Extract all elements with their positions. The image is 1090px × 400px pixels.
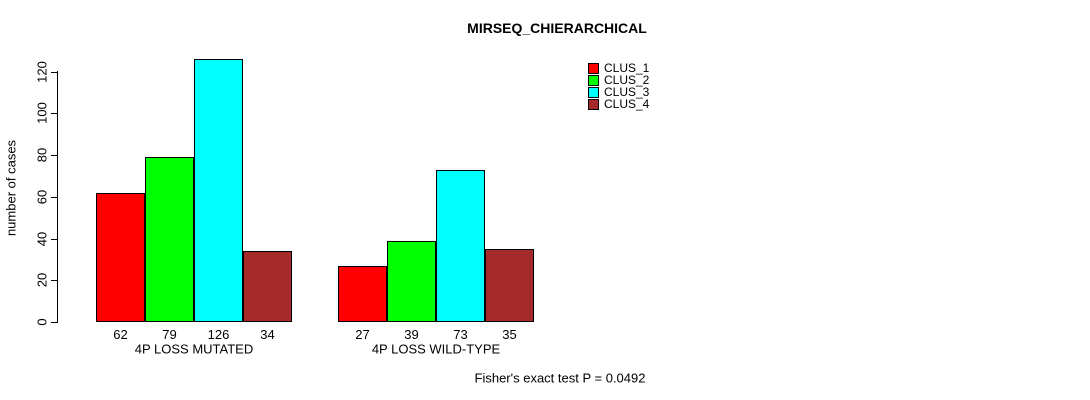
bar-clus_4-group1 <box>243 251 292 322</box>
y-tick-mark <box>51 322 57 323</box>
y-axis-line <box>57 71 58 323</box>
legend-label: CLUS_2 <box>604 72 650 87</box>
chart-title: MIRSEQ_CHIERARCHICAL <box>467 20 647 36</box>
y-tick-mark <box>51 280 57 282</box>
y-tick-label: 20 <box>34 273 50 288</box>
legend-label: CLUS_1 <box>604 60 650 75</box>
y-tick-label: 100 <box>34 102 50 125</box>
bar-value-label: 27 <box>355 327 370 342</box>
bar-clus_1-group2 <box>338 266 387 322</box>
legend-swatch-clus_2 <box>588 74 599 86</box>
legend-label: CLUS_4 <box>604 97 650 112</box>
legend-row-clus_4: CLUS_4 <box>588 97 668 112</box>
bar-clus_2-group1 <box>145 157 194 322</box>
bar-clus_1-group1 <box>96 193 145 322</box>
bar-clus_3-group2 <box>436 170 485 322</box>
footer-caption: Fisher's exact test P = 0.0492 <box>474 370 646 386</box>
bar-value-label: 35 <box>502 327 517 342</box>
bar-clus_2-group2 <box>387 241 436 322</box>
y-axis-title: number of cases <box>3 139 19 237</box>
bar-value-label: 126 <box>207 327 230 342</box>
y-tick-label: 80 <box>34 147 50 163</box>
y-tick-mark <box>51 196 57 198</box>
y-tick-mark <box>51 155 57 156</box>
bar-value-label: 34 <box>260 327 275 342</box>
y-tick-label: 0 <box>34 318 50 326</box>
y-tick-mark <box>51 113 57 115</box>
bar-clus_3-group1 <box>194 59 243 322</box>
legend-row-clus_3: CLUS_3 <box>588 85 668 100</box>
y-tick-label: 60 <box>34 189 50 204</box>
legend-swatch-clus_3 <box>588 87 599 99</box>
y-tick-mark <box>51 71 57 73</box>
legend-row-clus_1: CLUS_1 <box>588 60 668 75</box>
y-tick-label: 120 <box>34 60 50 83</box>
bar-value-label: 39 <box>404 327 419 342</box>
category-label: 4P LOSS WILD-TYPE <box>371 341 501 357</box>
y-tick-label: 40 <box>34 231 50 246</box>
legend-swatch-clus_4 <box>588 99 599 111</box>
legend-row-clus_2: CLUS_2 <box>588 72 668 87</box>
bar-value-label: 62 <box>113 327 128 342</box>
bar-value-label: 73 <box>453 327 468 342</box>
y-tick-mark <box>51 238 57 240</box>
legend-swatch-clus_1 <box>588 62 599 74</box>
legend-label: CLUS_3 <box>604 85 650 100</box>
bar-value-label: 79 <box>162 327 177 342</box>
bar-clus_4-group2 <box>485 249 534 322</box>
category-label: 4P LOSS MUTATED <box>134 341 254 357</box>
